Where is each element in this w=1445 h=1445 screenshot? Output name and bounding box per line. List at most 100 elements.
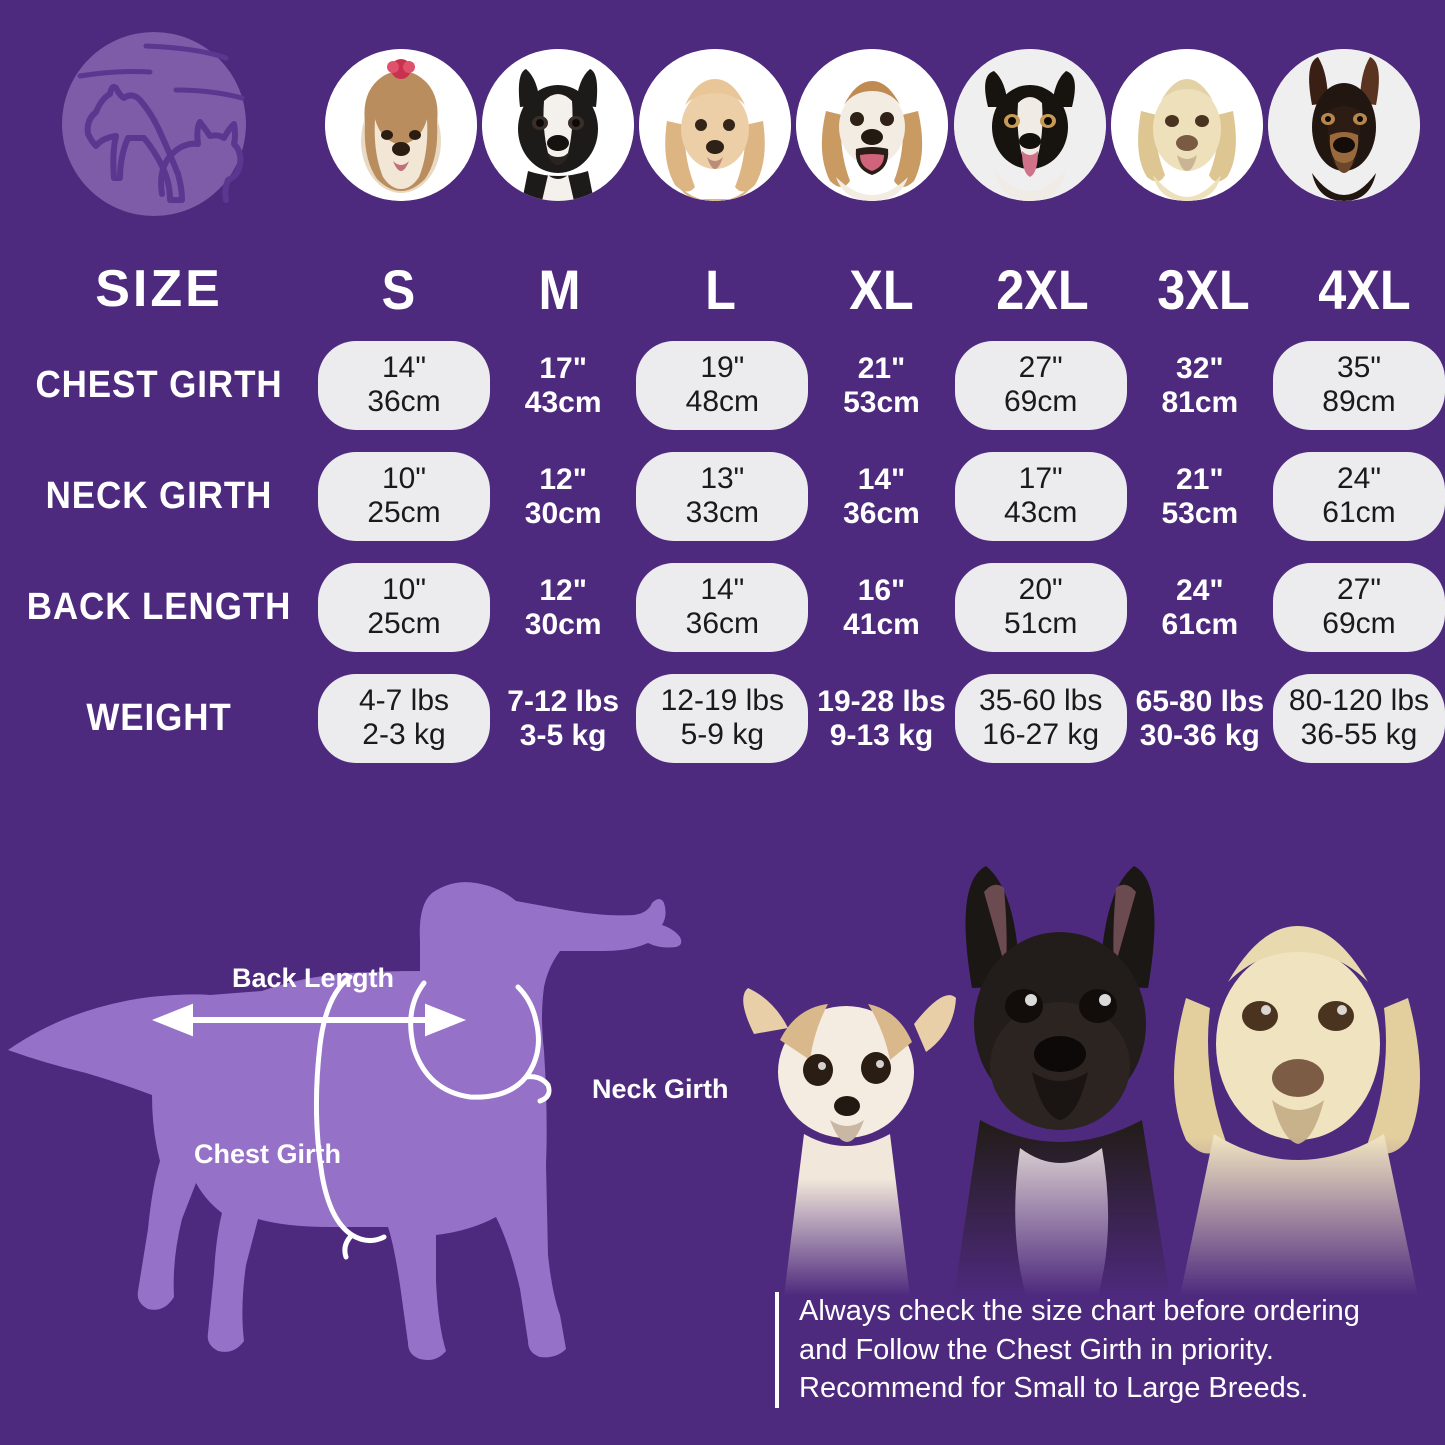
value-imperial: 20": [1018, 572, 1063, 606]
breed-circle-shih-tzu: [325, 48, 477, 201]
cell-neck-4xl: 24" 61cm: [1272, 451, 1445, 542]
value-imperial: 17": [539, 351, 587, 385]
column-header-3xl: 3XL: [1157, 257, 1250, 321]
value-plain: 14" 36cm: [843, 463, 920, 530]
cell-weight-m: 7-12 lbs 3-5 kg: [490, 685, 636, 752]
value-metric: 41cm: [843, 607, 920, 641]
value-imperial: 19": [700, 350, 745, 384]
value-imperial: 12": [539, 462, 587, 496]
value-plain: 7-12 lbs 3-5 kg: [507, 685, 619, 752]
value-pill: 24" 61cm: [1272, 451, 1445, 542]
value-metric: 36cm: [843, 496, 920, 530]
cell-chest-3xl: 32" 81cm: [1127, 352, 1273, 419]
value-metric: 30-36 kg: [1139, 718, 1260, 752]
value-metric: 9-13 kg: [829, 718, 934, 752]
cell-weight-s: 4-7 lbs 2-3 kg: [318, 673, 490, 764]
column-header-l: L: [705, 257, 736, 321]
cell-chest-4xl: 35" 89cm: [1272, 340, 1445, 431]
breed-circle-border-collie: [953, 48, 1106, 201]
photo-labrador-retriever: [1174, 926, 1420, 1296]
dog-cat-circle-logo: [62, 32, 246, 216]
value-metric: 2-3 kg: [362, 717, 446, 751]
footnote-line-2: and Follow the Chest Girth in priority.: [799, 1333, 1274, 1366]
breed-circle-doberman-pinscher: [1267, 48, 1420, 201]
value-pill: 12-19 lbs 5-9 kg: [636, 673, 809, 764]
value-metric: 69cm: [1003, 384, 1078, 418]
diagram-label-back-length: Back Length: [232, 963, 395, 993]
column-header-cells: S M L XL 2XL 3XL 4XL: [318, 257, 1445, 322]
value-imperial: 14": [857, 462, 906, 496]
table-row: NECK GIRTH 10" 25cm 12" 30cm 13" 33cm: [0, 441, 1445, 552]
breed-size-comparison-photos: [718, 848, 1445, 1296]
value-pill: 10" 25cm: [318, 562, 490, 653]
value-metric: 89cm: [1322, 384, 1396, 418]
photo-french-bulldog: [954, 866, 1170, 1296]
value-metric: 5-9 kg: [680, 717, 765, 751]
value-imperial: 10": [381, 572, 427, 606]
footnote-line-1: Always check the size chart before order…: [799, 1295, 1360, 1327]
brand-logo: [58, 28, 250, 220]
table-row: BACK LENGTH 10" 25cm 12" 30cm 14" 36cm: [0, 552, 1445, 663]
row-label-weight: WEIGHT: [86, 697, 232, 739]
column-header-xl: XL: [849, 257, 914, 321]
value-pill: 20" 51cm: [954, 562, 1127, 653]
value-plain: 65-80 lbs 30-36 kg: [1136, 685, 1264, 752]
value-metric: 25cm: [367, 606, 441, 640]
value-imperial: 12": [539, 573, 587, 607]
breed-photo-strip: [325, 42, 1420, 207]
value-metric: 51cm: [1003, 606, 1078, 640]
row-label-back-length: BACK LENGTH: [26, 586, 292, 628]
value-pill: 4-7 lbs 2-3 kg: [318, 673, 490, 764]
value-metric: 16-27 kg: [982, 717, 1100, 751]
breed-circle-labrador-retriever: [1110, 48, 1263, 201]
value-pill: 35" 89cm: [1272, 340, 1445, 431]
value-metric: 43cm: [1003, 495, 1078, 529]
value-plain: 16" 41cm: [843, 574, 920, 641]
value-pill: 35-60 lbs 16-27 kg: [954, 673, 1127, 764]
cell-weight-l: 12-19 lbs 5-9 kg: [636, 673, 809, 764]
value-metric: 53cm: [1161, 496, 1239, 530]
value-metric: 36-55 kg: [1300, 717, 1418, 751]
value-imperial: 32": [1176, 351, 1224, 385]
measurement-diagram: [0, 845, 790, 1405]
dog-silhouette-diagram: [8, 882, 682, 1360]
value-plain: 24" 61cm: [1161, 574, 1238, 641]
cell-weight-3xl: 65-80 lbs 30-36 kg: [1127, 685, 1273, 752]
column-header-s: S: [381, 257, 416, 321]
cell-neck-s: 10" 25cm: [318, 451, 490, 542]
cell-back-3xl: 24" 61cm: [1127, 574, 1273, 641]
value-pill: 17" 43cm: [954, 451, 1127, 542]
table-row: WEIGHT 4-7 lbs 2-3 kg 7-12 lbs 3-5 kg 12…: [0, 663, 1445, 774]
value-pill: 27" 69cm: [1272, 562, 1445, 653]
value-imperial: 14": [381, 350, 427, 384]
cell-neck-3xl: 21" 53cm: [1127, 463, 1273, 530]
value-pill: 13" 33cm: [636, 451, 809, 542]
row-label-neck-girth: NECK GIRTH: [45, 475, 273, 517]
cell-weight-xl: 19-28 lbs 9-13 kg: [808, 685, 954, 752]
footnote-text: Always check the size chart before order…: [799, 1292, 1360, 1408]
value-imperial: 21": [1176, 462, 1224, 496]
value-imperial: 65-80 lbs: [1135, 684, 1265, 718]
cell-weight-4xl: 80-120 lbs 36-55 kg: [1272, 673, 1445, 764]
value-pill: 19" 48cm: [636, 340, 809, 431]
column-header-m: M: [538, 257, 581, 321]
diagram-label-neck-girth: Neck Girth: [592, 1074, 729, 1104]
value-pill: 14" 36cm: [318, 340, 490, 431]
value-plain: 21" 53cm: [843, 352, 920, 419]
cell-back-s: 10" 25cm: [318, 562, 490, 653]
value-metric: 69cm: [1322, 606, 1396, 640]
cell-back-2xl: 20" 51cm: [954, 562, 1127, 653]
value-plain: 32" 81cm: [1161, 352, 1238, 419]
value-imperial: 7-12 lbs: [507, 684, 620, 718]
value-plain: 17" 43cm: [525, 352, 602, 419]
value-pill: 10" 25cm: [318, 451, 490, 542]
cell-chest-l: 19" 48cm: [636, 340, 809, 431]
value-metric: 61cm: [1161, 607, 1239, 641]
size-chart-table: SIZE S M L XL 2XL 3XL 4XL CHEST GIRTH 14…: [0, 248, 1445, 774]
breed-circle-cocker-spaniel: [639, 48, 792, 201]
footnote-block: Always check the size chart before order…: [775, 1292, 1360, 1408]
cell-back-l: 14" 36cm: [636, 562, 809, 653]
value-metric: 61cm: [1322, 495, 1396, 529]
value-imperial: 14": [700, 572, 745, 606]
value-imperial: 80-120 lbs: [1288, 683, 1430, 717]
